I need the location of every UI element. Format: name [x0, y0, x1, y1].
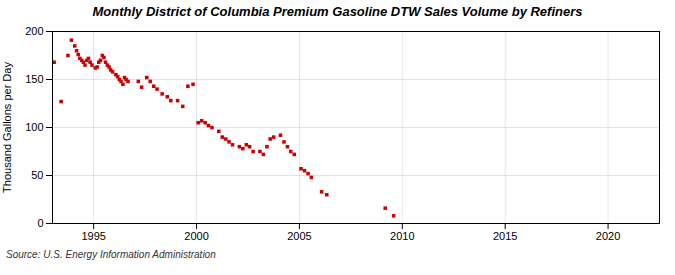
- svg-text:2000: 2000: [184, 230, 208, 242]
- svg-text:100: 100: [25, 121, 43, 133]
- svg-text:1995: 1995: [81, 230, 105, 242]
- html-text:Source: U.S. Energy Informatio: Source: U.S. Energy Information Administ…: [6, 249, 216, 260]
- svg-text:0: 0: [37, 217, 43, 229]
- svg-text:2005: 2005: [287, 230, 311, 242]
- svg-text:Thousand Gallons per Day: Thousand Gallons per Day: [1, 62, 13, 193]
- svg-text:2010: 2010: [390, 230, 414, 242]
- svg-text:200: 200: [25, 25, 43, 37]
- svg-text:2020: 2020: [596, 230, 620, 242]
- svg-text:2015: 2015: [493, 230, 517, 242]
- svg-text:150: 150: [25, 73, 43, 85]
- svg-text:50: 50: [31, 169, 43, 181]
- html-text:Monthly District of Columbia P: Monthly District of Columbia Premium Gas…: [92, 4, 583, 19]
